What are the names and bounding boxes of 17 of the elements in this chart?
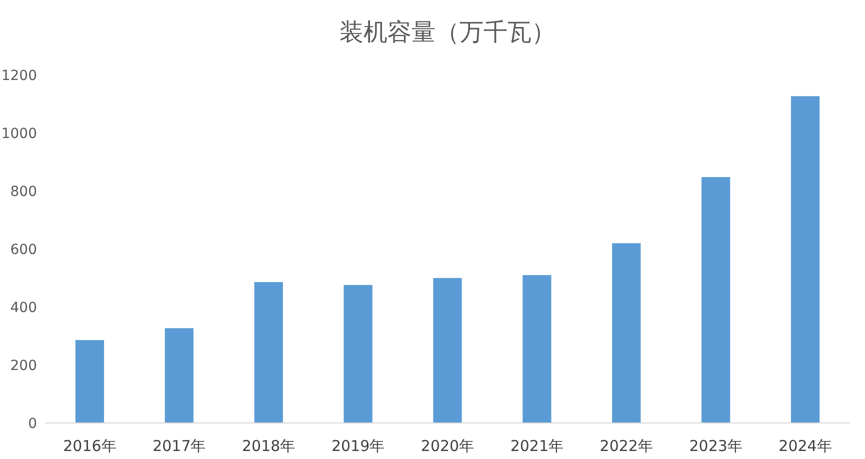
x-tick-label: 2021年	[510, 437, 564, 455]
title: 装机容量（万千瓦）	[340, 18, 556, 46]
y-tick-label: 400	[10, 300, 37, 316]
y-tick-label: 800	[10, 184, 37, 200]
x-tick-label: 2020年	[420, 437, 474, 455]
x-tick-label: 2023年	[689, 437, 742, 455]
x-tick-label: 2017年	[152, 437, 206, 455]
x-tick-label: 2018年	[242, 437, 296, 455]
y-tick-label: 200	[10, 358, 37, 374]
y-tick-label: 1200	[1, 68, 37, 84]
y-tick-label: 600	[10, 242, 37, 258]
x-tick-label: 2022年	[600, 437, 653, 455]
y-tick-label: 1000	[1, 126, 37, 142]
y-tick-label: 0	[28, 416, 37, 432]
x-tick-label: 2016年	[63, 437, 116, 455]
x-tick-label: 2019年	[331, 437, 385, 455]
x-tick-label: 2024年	[778, 437, 832, 455]
